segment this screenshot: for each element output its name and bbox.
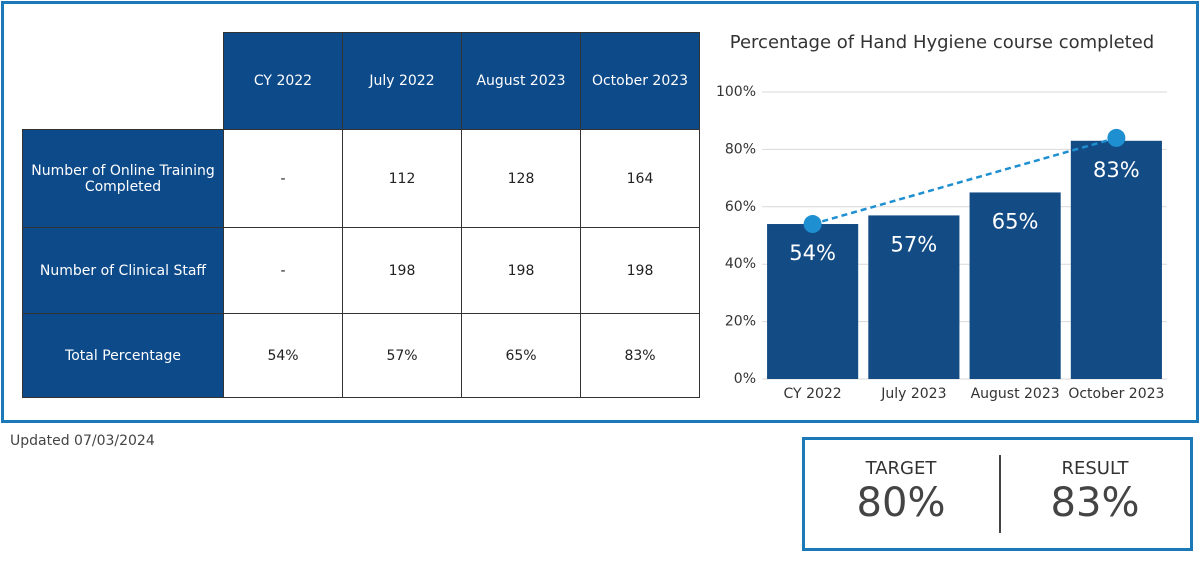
header-row: CY 2022 July 2022 August 2023 October 2023 — [22, 32, 700, 130]
x-tick-label: October 2023 — [1068, 386, 1164, 402]
column-header: October 2023 — [580, 32, 700, 130]
trend-point — [1107, 128, 1126, 147]
kpi-result: RESULT 83% — [1005, 458, 1185, 527]
bar — [868, 215, 960, 379]
table-cell: 198 — [461, 227, 581, 314]
corner — [22, 32, 224, 130]
table-cell: 65% — [461, 313, 581, 398]
bar — [1070, 140, 1162, 379]
kpi-label: RESULT — [1061, 458, 1129, 479]
data-table: CY 2022 July 2022 August 2023 October 2023 N… — [22, 32, 700, 398]
table-cell: 54% — [223, 313, 343, 398]
table-cell: 57% — [342, 313, 462, 398]
column-header: CY 2022 — [223, 32, 343, 130]
x-tick-label: CY 2022 — [784, 386, 842, 402]
table-row: Total Percentage 54% 57% 65% 83% — [22, 313, 700, 398]
table-cell: - — [223, 129, 343, 228]
y-tick-label: 80% — [725, 141, 756, 157]
updated-note: Updated 07/03/2024 — [10, 433, 155, 449]
value-label: 57% — [891, 232, 938, 256]
row-header: Total Percentage — [22, 313, 224, 398]
trend-point — [803, 215, 822, 234]
x-tick-label: July 2023 — [880, 386, 946, 402]
table-cell: 83% — [580, 313, 700, 398]
row-header: Number of Clinical Staff — [22, 227, 224, 314]
table-cell: 198 — [580, 227, 700, 314]
y-tick-label: 40% — [725, 256, 756, 272]
kpi-value: 80% — [856, 480, 946, 526]
x-tick-label: August 2023 — [971, 386, 1060, 402]
chart-title: Percentage of Hand Hygiene course comple… — [730, 32, 1154, 53]
kpi-target: TARGET 80% — [811, 458, 991, 527]
table-row: Number of Online Training Completed -112 1… — [22, 129, 700, 228]
bar — [969, 192, 1061, 379]
kpi-label: TARGET — [865, 458, 937, 479]
row-header: Number of Online Training Completed — [22, 129, 224, 228]
y-tick-label: 60% — [725, 199, 756, 215]
value-label: 83% — [1093, 158, 1140, 182]
y-tick-label: 20% — [725, 314, 756, 330]
y-tick-label: 100% — [716, 84, 756, 100]
table-cell: 164 — [580, 129, 700, 228]
column-header: August 2023 — [461, 32, 581, 130]
divider — [999, 455, 1001, 533]
frame — [1, 1, 1199, 423]
table-cell: 198 — [342, 227, 462, 314]
table-cell: 112 — [342, 129, 462, 228]
kpi-value: 83% — [1050, 480, 1140, 526]
column-header: July 2022 — [342, 32, 462, 130]
value-label: 65% — [992, 209, 1039, 233]
value-label: 54% — [789, 241, 836, 265]
trend-line — [812, 136, 1117, 226]
bar — [767, 224, 859, 379]
table-cell: 128 — [461, 129, 581, 228]
y-tick-label: 0% — [734, 371, 756, 387]
kpi-box: TARGET 80% RESULT 83% — [802, 437, 1193, 551]
